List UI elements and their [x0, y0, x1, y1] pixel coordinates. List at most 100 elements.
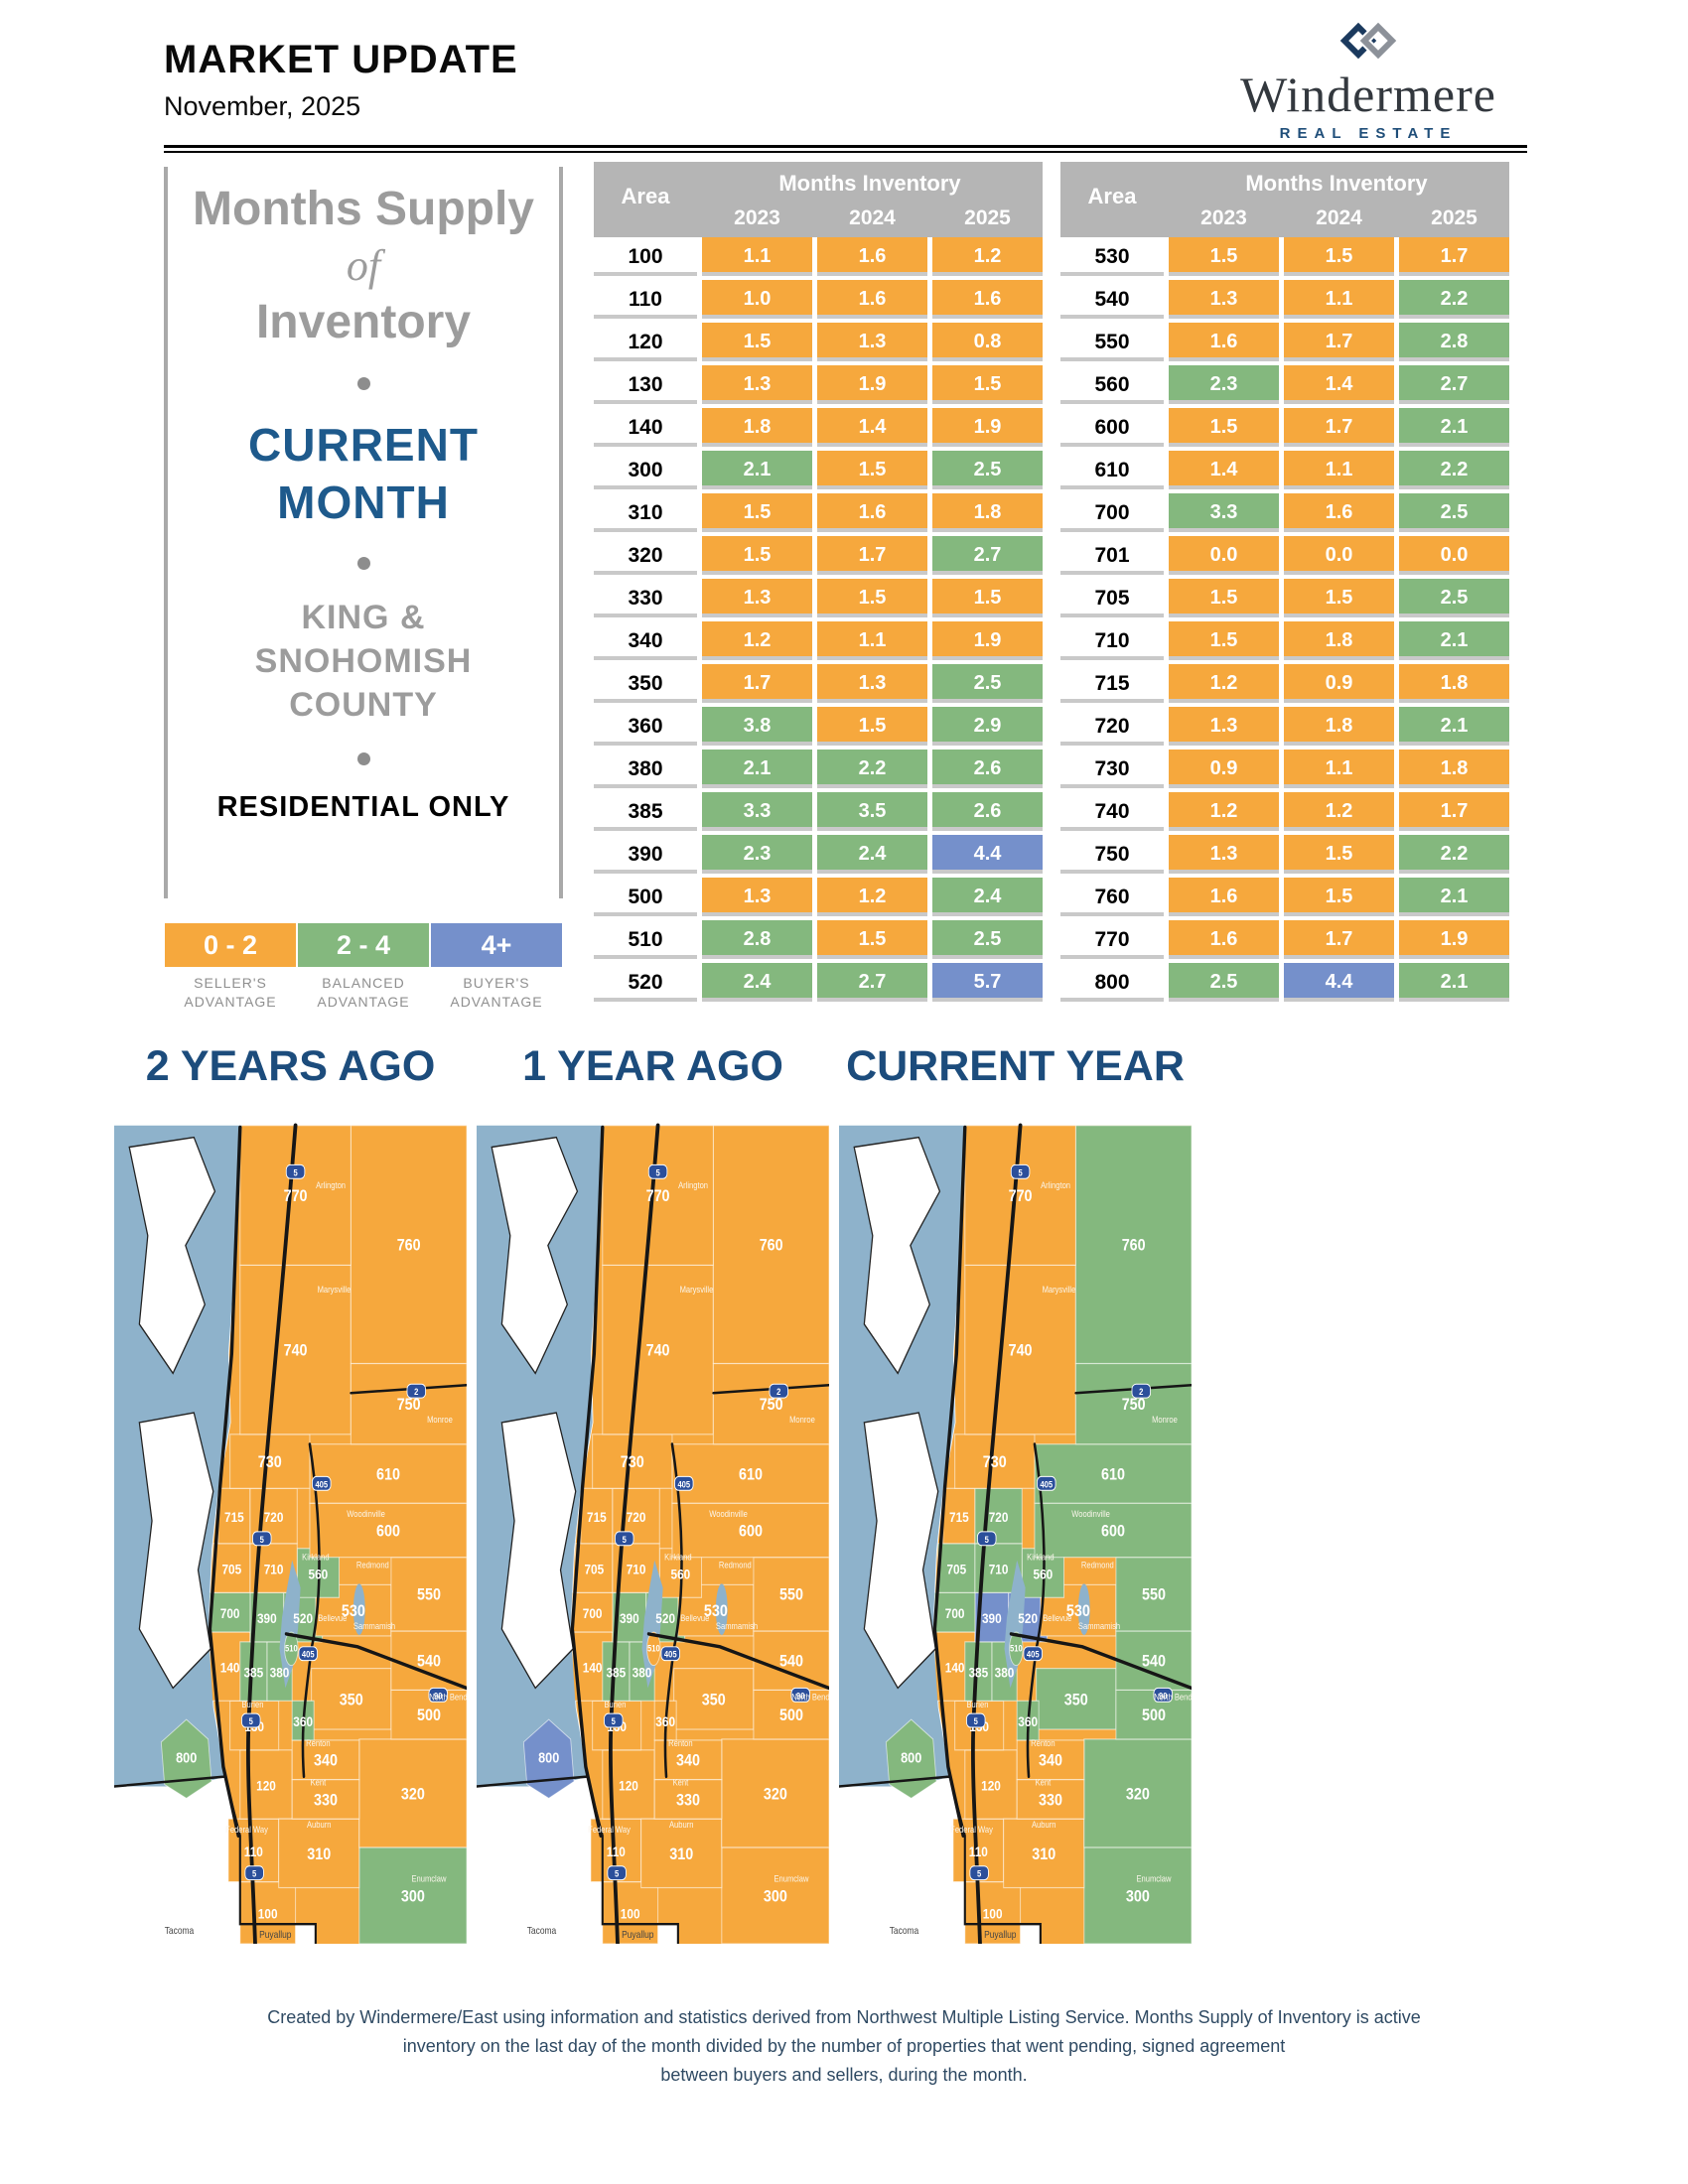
inventory-value-cell: 1.2	[932, 237, 1043, 276]
svg-text:405: 405	[302, 1650, 315, 1660]
svg-text:715: 715	[224, 1509, 244, 1525]
svg-text:330: 330	[314, 1791, 338, 1809]
table-row: 510 2.8 1.5 2.5	[594, 920, 1043, 963]
svg-text:310: 310	[307, 1845, 331, 1863]
inventory-value-cell: 1.9	[817, 365, 927, 404]
inventory-value-cell: 2.3	[1169, 365, 1279, 404]
svg-text:5: 5	[1018, 1168, 1023, 1178]
svg-text:120: 120	[981, 1778, 1001, 1794]
svg-text:550: 550	[779, 1586, 803, 1604]
legend-label: SELLER'S	[194, 975, 267, 991]
svg-text:Burien: Burien	[966, 1701, 988, 1710]
table-body-left: 100 1.1 1.6 1.2 110 1.0 1.6 1.6 120 1.5 1.3 0.8 130 1…	[594, 237, 1043, 1006]
inventory-value-cell: 2.1	[1399, 707, 1509, 746]
svg-text:2: 2	[414, 1388, 419, 1398]
svg-text:720: 720	[627, 1509, 646, 1525]
svg-text:100: 100	[983, 1906, 1003, 1922]
inventory-value-cell: 1.3	[702, 365, 812, 404]
svg-text:730: 730	[983, 1453, 1007, 1471]
current-month-label-1: CURRENT	[248, 419, 479, 471]
svg-text:405: 405	[1027, 1650, 1040, 1660]
svg-text:Monroe: Monroe	[1152, 1415, 1178, 1425]
inventory-value-cell: 1.9	[1399, 920, 1509, 959]
svg-text:90: 90	[434, 1692, 443, 1702]
svg-text:720: 720	[264, 1509, 284, 1525]
inventory-value-cell: 1.2	[1284, 792, 1394, 831]
map-two-years-ago: 2 YEARS AGO 1001101201301403003103203303…	[114, 1042, 467, 1944]
svg-text:Monroe: Monroe	[789, 1415, 815, 1425]
inventory-value-cell: 2.4	[702, 963, 812, 1002]
svg-text:600: 600	[1101, 1522, 1125, 1540]
inventory-value-cell: 1.5	[932, 579, 1043, 617]
sidebar-title-line1: Months Supply	[193, 183, 534, 235]
inventory-value-cell: 2.5	[932, 920, 1043, 959]
map-title-1-year-ago: 1 YEAR AGO	[522, 1042, 783, 1090]
inventory-value-cell: 1.9	[932, 621, 1043, 660]
svg-text:705: 705	[221, 1562, 241, 1577]
area-cell: 800	[1060, 963, 1164, 1002]
svg-text:5: 5	[974, 1717, 979, 1727]
svg-text:Redmond: Redmond	[356, 1561, 389, 1570]
svg-text:300: 300	[401, 1887, 425, 1905]
inventory-value-cell: 2.3	[702, 835, 812, 874]
svg-text:560: 560	[1034, 1567, 1054, 1582]
svg-text:540: 540	[417, 1653, 441, 1671]
inventory-value-cell: 1.5	[1169, 408, 1279, 447]
svg-text:770: 770	[284, 1187, 308, 1205]
inventory-value-cell: 1.3	[1169, 707, 1279, 746]
svg-text:340: 340	[1039, 1752, 1062, 1770]
inventory-map-2024: 1001101201301403003103203303403503603803…	[477, 1098, 829, 1944]
inventory-value-cell: 1.5	[817, 707, 927, 746]
report-sidebar: Months Supply of Inventory CURRENT MONTH…	[164, 167, 563, 898]
area-cell: 740	[1060, 792, 1164, 831]
svg-text:720: 720	[989, 1509, 1009, 1525]
inventory-value-cell: 1.6	[932, 280, 1043, 319]
svg-text:540: 540	[1142, 1653, 1166, 1671]
logo-wordmark: Windermere	[1240, 67, 1496, 122]
inventory-value-cell: 2.9	[932, 707, 1043, 746]
area-cell: 500	[594, 878, 697, 916]
inventory-value-cell: 2.2	[1399, 451, 1509, 489]
inventory-value-cell: 3.3	[1169, 493, 1279, 532]
table-row: 300 2.1 1.5 2.5	[594, 451, 1043, 493]
area-cell: 390	[594, 835, 697, 874]
bullet-icon	[356, 377, 370, 390]
inventory-value-cell: 1.2	[1169, 664, 1279, 703]
table-row: 120 1.5 1.3 0.8	[594, 323, 1043, 365]
inventory-map-2025: 1001101201301403003103203303403503603803…	[839, 1098, 1192, 1944]
area-cell: 360	[594, 707, 697, 746]
svg-text:2: 2	[776, 1388, 781, 1398]
inventory-value-cell: 1.7	[817, 536, 927, 575]
inventory-value-cell: 2.6	[932, 792, 1043, 831]
inventory-value-cell: 1.2	[1169, 792, 1279, 831]
svg-text:5: 5	[977, 1869, 982, 1879]
map-one-year-ago: 1 YEAR AGO 10011012013014030031032033034…	[477, 1042, 829, 1944]
svg-text:800: 800	[176, 1749, 197, 1766]
months-inventory-header: Months Inventory	[1245, 171, 1428, 196]
inventory-value-cell: 2.1	[702, 451, 812, 489]
windermere-w-icon	[1339, 22, 1400, 63]
inventory-value-cell: 1.6	[1169, 878, 1279, 916]
inventory-value-cell: 2.7	[932, 536, 1043, 575]
svg-text:700: 700	[583, 1605, 603, 1621]
county-label-1: KING &	[301, 599, 426, 636]
year-header: 2023	[734, 206, 780, 229]
windermere-logo: Windermere REAL ESTATE	[1229, 22, 1507, 142]
inventory-value-cell: 5.7	[932, 963, 1043, 1002]
area-cell: 770	[1060, 920, 1164, 959]
table-row: 350 1.7 1.3 2.5	[594, 664, 1043, 707]
inventory-value-cell: 1.8	[1284, 621, 1394, 660]
inventory-value-cell: 2.8	[702, 920, 812, 959]
svg-text:320: 320	[401, 1785, 425, 1803]
svg-text:110: 110	[969, 1843, 988, 1859]
svg-text:5: 5	[655, 1168, 660, 1178]
svg-text:405: 405	[677, 1480, 690, 1490]
source-note-line2: inventory on the last day of the month d…	[402, 2036, 1286, 2056]
area-cell: 140	[594, 408, 697, 447]
inventory-value-cell: 2.2	[817, 750, 927, 788]
svg-text:405: 405	[315, 1480, 328, 1490]
svg-text:Federal Way: Federal Way	[950, 1826, 994, 1836]
svg-text:Kent: Kent	[311, 1778, 327, 1788]
table-right-half: Area Months Inventory 2023 2024 2025 530…	[1060, 162, 1509, 1006]
source-note-line3: between buyers and sellers, during the m…	[660, 2065, 1028, 2085]
